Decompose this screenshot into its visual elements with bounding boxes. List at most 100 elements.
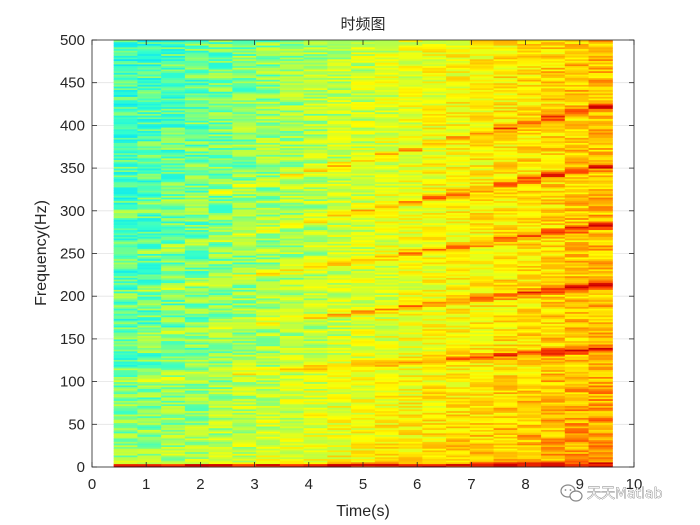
heatmap-cell — [469, 251, 495, 254]
heatmap-cell — [208, 396, 233, 400]
heatmap-cell — [208, 391, 233, 395]
heatmap-cell — [446, 125, 471, 128]
heatmap-cell — [564, 176, 590, 179]
heatmap-cell — [137, 156, 162, 159]
heatmap-cell — [469, 398, 495, 401]
heatmap-cell — [161, 236, 186, 239]
heatmap-cell — [137, 195, 162, 198]
heatmap-cell — [446, 439, 471, 442]
heatmap-cell — [256, 103, 281, 106]
heatmap-cell — [161, 352, 186, 355]
heatmap-cell — [256, 171, 281, 174]
heatmap-cell — [113, 176, 138, 179]
heatmap-cell — [161, 444, 186, 448]
heatmap-cell — [256, 70, 281, 73]
heatmap-cell — [541, 270, 566, 273]
heatmap-cell — [161, 186, 186, 190]
heatmap-cell — [517, 279, 542, 282]
heatmap-cell — [374, 166, 400, 169]
heatmap-cell — [208, 186, 233, 190]
heatmap-cell — [232, 291, 257, 294]
heatmap-cell — [303, 120, 328, 123]
heatmap-cell — [113, 224, 138, 227]
heatmap-cell — [279, 183, 305, 186]
heatmap-cell — [517, 188, 542, 191]
heatmap-cell — [279, 429, 305, 432]
heatmap-cell — [232, 210, 257, 214]
heatmap-cell — [517, 321, 542, 325]
heatmap-cell — [351, 432, 376, 436]
heatmap-cell — [446, 366, 471, 369]
heatmap-cell — [469, 121, 495, 125]
heatmap-cell — [232, 349, 257, 352]
heatmap-cell — [517, 92, 542, 96]
heatmap-cell — [256, 91, 281, 94]
heatmap-cell — [422, 224, 447, 227]
heatmap-cell — [161, 378, 186, 381]
heatmap-cell — [564, 415, 590, 418]
heatmap-cell — [517, 152, 542, 155]
heatmap-cell — [351, 92, 376, 96]
heatmap-cell — [398, 243, 423, 246]
heatmap-cell — [493, 118, 518, 121]
heatmap-cell — [446, 106, 471, 109]
heatmap-cell — [184, 205, 210, 208]
heatmap-cell — [303, 103, 328, 106]
heatmap-cell — [161, 388, 186, 391]
heatmap-cell — [208, 74, 233, 77]
heatmap-cell — [327, 263, 352, 266]
heatmap-cell — [422, 439, 447, 442]
heatmap-cell — [137, 388, 162, 391]
heatmap-cell — [137, 407, 162, 410]
heatmap-cell — [351, 309, 376, 313]
heatmap-cell — [279, 417, 305, 420]
heatmap-cell — [469, 306, 495, 309]
heatmap-cell — [517, 361, 542, 364]
heatmap-cell — [422, 272, 447, 275]
heatmap-cell — [351, 238, 376, 241]
heatmap-cell — [541, 183, 566, 186]
heatmap-cell — [161, 96, 186, 99]
heatmap-cell — [161, 463, 186, 466]
heatmap-cell — [279, 267, 305, 270]
heatmap-cell — [517, 130, 542, 133]
heatmap-cell — [469, 396, 495, 400]
heatmap-cell — [303, 101, 328, 104]
heatmap-cell — [208, 309, 233, 313]
heatmap-cell — [184, 431, 210, 434]
heatmap-cell — [374, 86, 400, 89]
heatmap-cell — [327, 451, 352, 454]
heatmap-cell — [541, 426, 566, 429]
heatmap-cell — [493, 362, 518, 366]
heatmap-cell — [446, 60, 471, 63]
heatmap-cell — [208, 86, 233, 89]
heatmap-cell — [256, 371, 281, 374]
heatmap-cell — [541, 193, 566, 196]
heatmap-cell — [256, 314, 281, 318]
heatmap-cell — [137, 215, 162, 219]
heatmap-cell — [374, 45, 400, 48]
heatmap-cell — [303, 431, 328, 434]
heatmap-cell — [208, 301, 233, 304]
heatmap-cell — [161, 337, 186, 340]
heatmap-cell — [374, 168, 400, 171]
heatmap-cell — [113, 174, 138, 178]
heatmap-cell — [398, 185, 423, 188]
heatmap-cell — [279, 282, 305, 285]
heatmap-cell — [256, 272, 281, 275]
heatmap-cell — [422, 396, 447, 400]
heatmap-cell — [422, 256, 447, 260]
heatmap-cell — [113, 128, 138, 132]
heatmap-cell — [327, 253, 352, 256]
heatmap-cell — [161, 75, 186, 79]
heatmap-cell — [279, 236, 305, 239]
heatmap-cell — [493, 87, 518, 91]
heatmap-cell — [541, 120, 566, 123]
heatmap-cell — [564, 337, 590, 340]
heatmap-cell — [279, 260, 305, 263]
heatmap-cell — [398, 236, 423, 239]
heatmap-cell — [327, 376, 352, 379]
heatmap-cell — [398, 318, 423, 321]
heatmap-cell — [493, 352, 518, 355]
heatmap-cell — [303, 465, 328, 468]
